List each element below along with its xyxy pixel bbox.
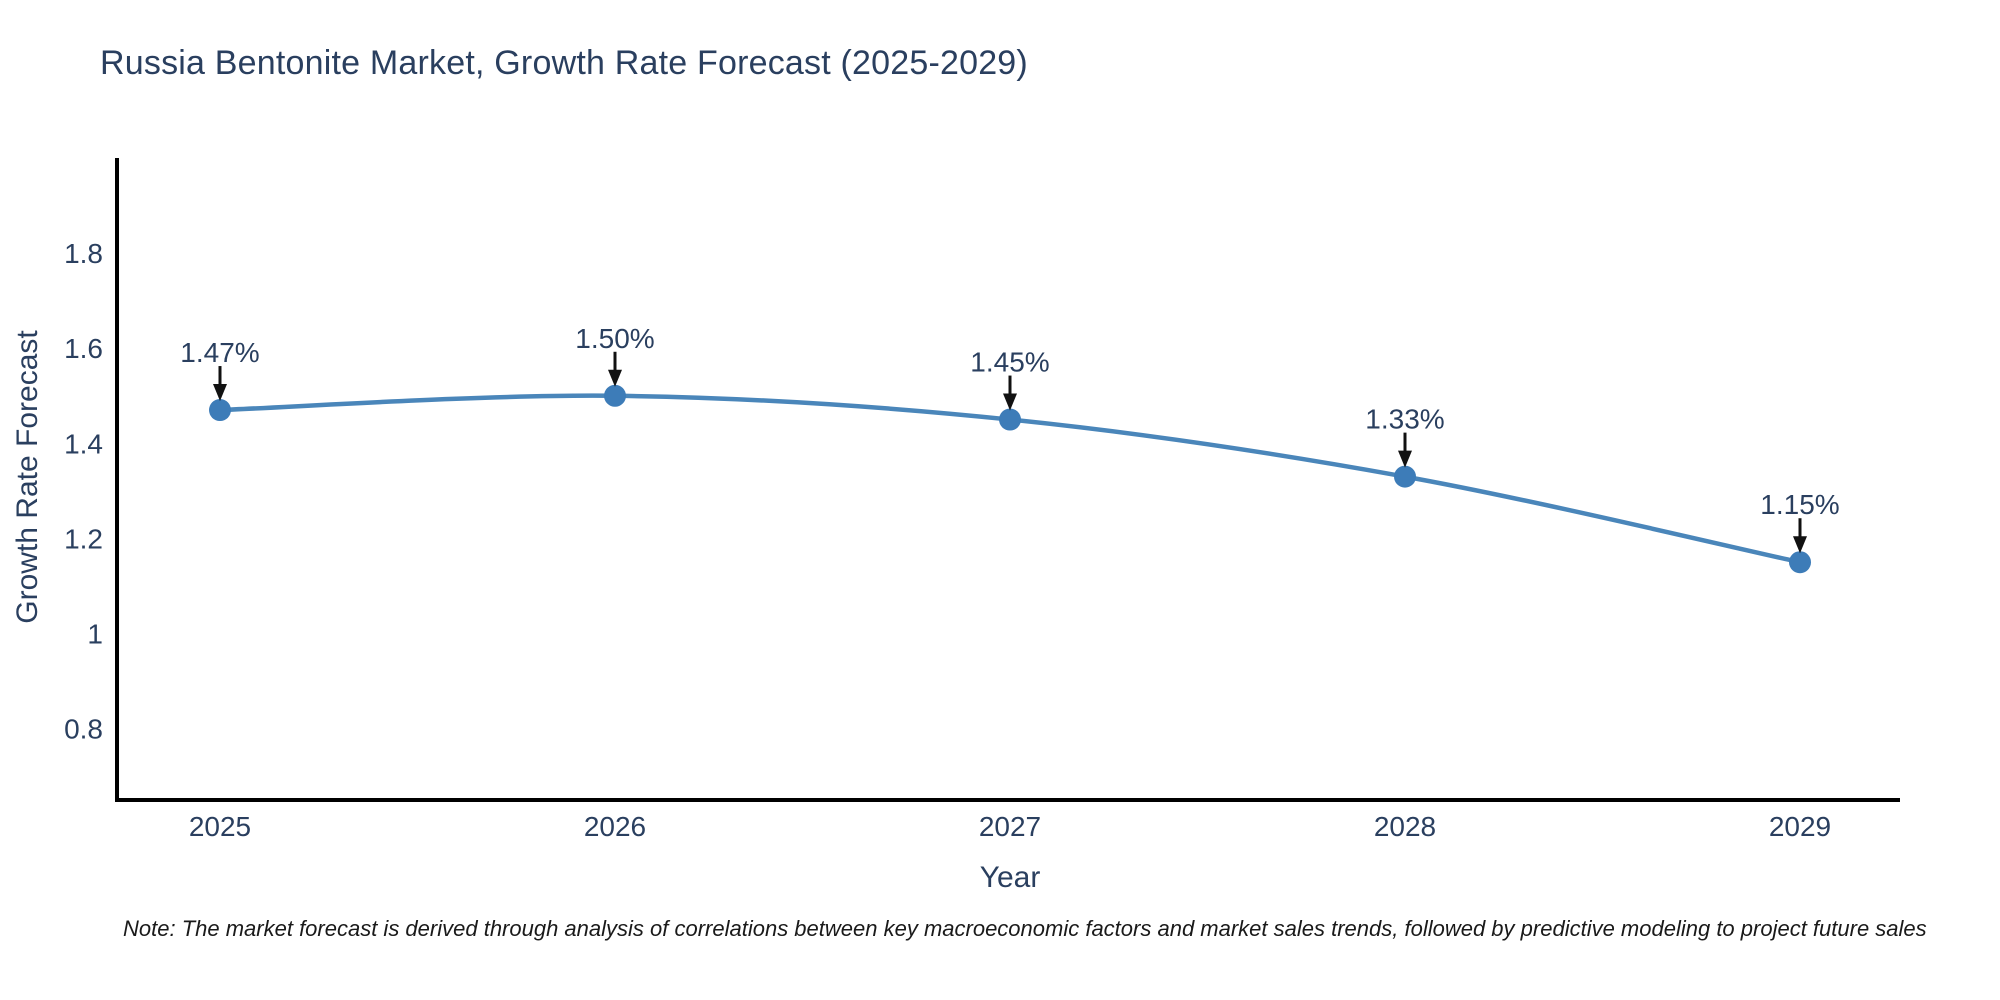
chart-title: Russia Bentonite Market, Growth Rate For… [100, 44, 1028, 82]
data-point-marker [209, 399, 231, 422]
annotation-label: 1.47% [180, 337, 259, 368]
x-tick-label: 2029 [1769, 811, 1831, 842]
annotation-label: 1.45% [970, 347, 1049, 378]
footnote: Note: The market forecast is derived thr… [123, 916, 1927, 941]
annotation-label: 1.50% [575, 323, 654, 354]
x-tick-label: 2028 [1374, 811, 1436, 842]
y-tick-label: 1.2 [64, 523, 103, 554]
x-tick-label: 2026 [584, 811, 646, 842]
y-tick-label: 1.4 [64, 428, 103, 459]
x-tick-label: 2027 [979, 811, 1041, 842]
data-point-marker [604, 384, 626, 407]
data-point-marker [1789, 551, 1811, 574]
y-tick-label: 1.8 [64, 238, 103, 269]
annotation-arrowhead [608, 369, 622, 387]
x-axis-title: Year [979, 861, 1041, 894]
y-tick-label: 1 [87, 619, 103, 650]
y-axis-title: Growth Rate Forecast [11, 330, 44, 624]
annotation-arrowhead [1793, 536, 1807, 554]
annotation-label: 1.33% [1365, 404, 1444, 435]
x-tick-label: 2025 [189, 811, 251, 842]
data-point-marker [1394, 465, 1416, 488]
annotation-arrowhead [1398, 450, 1412, 468]
annotation-arrowhead [1003, 393, 1017, 411]
annotation-label: 1.15% [1760, 489, 1839, 520]
data-point-marker [999, 408, 1021, 431]
y-tick-label: 0.8 [64, 714, 103, 745]
y-tick-label: 1.6 [64, 333, 103, 364]
annotation-arrowhead [213, 384, 227, 402]
